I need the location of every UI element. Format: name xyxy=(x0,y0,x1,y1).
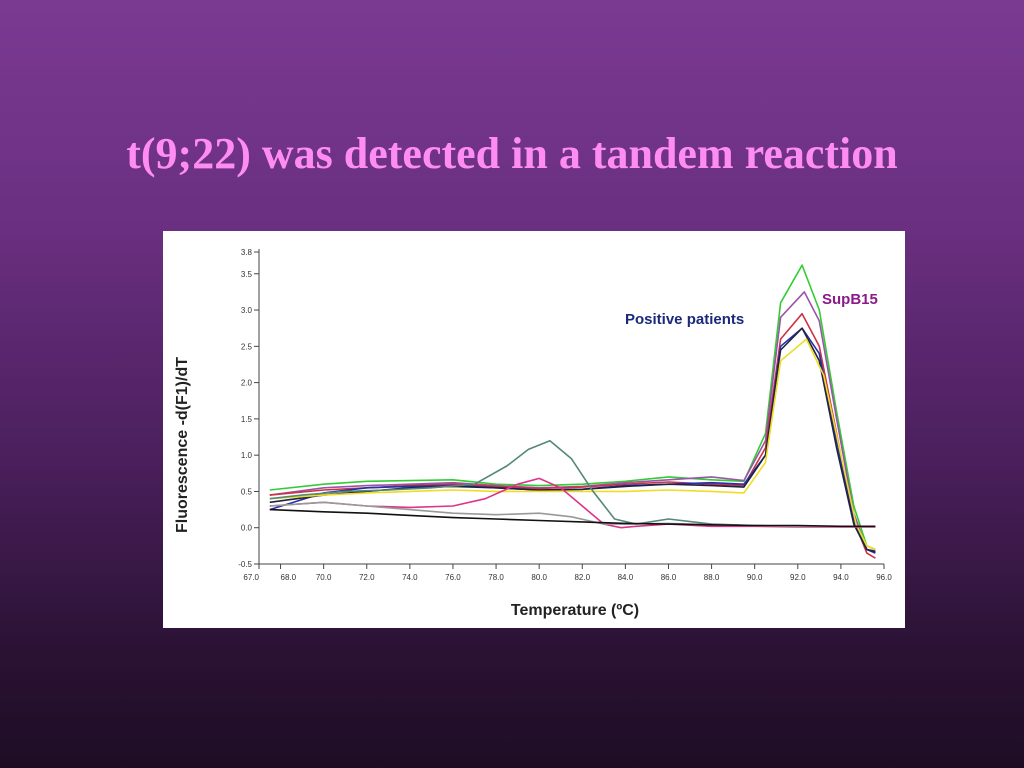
x-tick-label: 92.0 xyxy=(790,573,806,582)
x-tick-label: 67.0 xyxy=(243,573,259,582)
chart-series xyxy=(269,264,876,559)
series-line-2 xyxy=(269,291,876,552)
x-tick-label: 86.0 xyxy=(661,573,677,582)
melting-curve-chart: -0.5 0.0 0.5 1.0 1.5 2.0 2.5 3.0 3.5 3.8 67.0 68.0 7… xyxy=(174,248,892,619)
slide-title: t(9;22) was detected in a tandem reactio… xyxy=(126,129,898,178)
y-tick-label: 2.5 xyxy=(241,342,253,351)
y-tick-label: 3.5 xyxy=(241,270,253,279)
x-tick-label: 90.0 xyxy=(747,573,763,582)
y-tick-label: 3.0 xyxy=(241,306,253,315)
series-line-9 xyxy=(269,501,876,528)
x-tick-label: 74.0 xyxy=(402,573,418,582)
y-tick-label: 1.5 xyxy=(241,415,253,424)
y-tick-label: -0.5 xyxy=(238,560,252,569)
chart-axes: -0.5 0.0 0.5 1.0 1.5 2.0 2.5 3.0 3.5 3.8 67.0 68.0 7… xyxy=(238,248,892,582)
melting-curve-figure: -0.5 0.0 0.5 1.0 1.5 2.0 2.5 3.0 3.5 3.8 67.0 68.0 7… xyxy=(163,231,905,628)
x-tick-label: 78.0 xyxy=(488,573,504,582)
y-tick-label: 2.0 xyxy=(241,379,253,388)
series-line-6 xyxy=(269,338,876,551)
y-tick-label: 0.5 xyxy=(241,487,253,496)
series-line-10 xyxy=(269,508,876,528)
x-tick-label: 84.0 xyxy=(618,573,634,582)
series-line-1 xyxy=(269,264,876,551)
x-tick-label: 82.0 xyxy=(574,573,590,582)
x-tick-label: 68.0 xyxy=(281,573,297,582)
series-line-5 xyxy=(269,327,876,553)
series-line-4 xyxy=(269,327,876,554)
x-tick-label: 76.0 xyxy=(445,573,461,582)
x-tick-label: 88.0 xyxy=(704,573,720,582)
y-tick-label: 1.0 xyxy=(241,451,253,460)
annotation-positive-patients: Positive patients xyxy=(625,311,745,328)
y-tick-label: 0.0 xyxy=(241,524,253,533)
y-tick-label: 3.8 xyxy=(241,248,253,257)
annotation-supb15: SupB15 xyxy=(822,291,878,308)
x-axis-label: Temperature (ºC) xyxy=(511,602,639,619)
x-tick-label: 70.0 xyxy=(316,573,332,582)
x-tick-label: 72.0 xyxy=(359,573,375,582)
x-tick-label: 96.0 xyxy=(876,573,892,582)
x-tick-label: 80.0 xyxy=(531,573,547,582)
x-tick-label: 94.0 xyxy=(833,573,849,582)
y-axis-label: Fluorescence -d(F1)/dT xyxy=(174,357,191,533)
